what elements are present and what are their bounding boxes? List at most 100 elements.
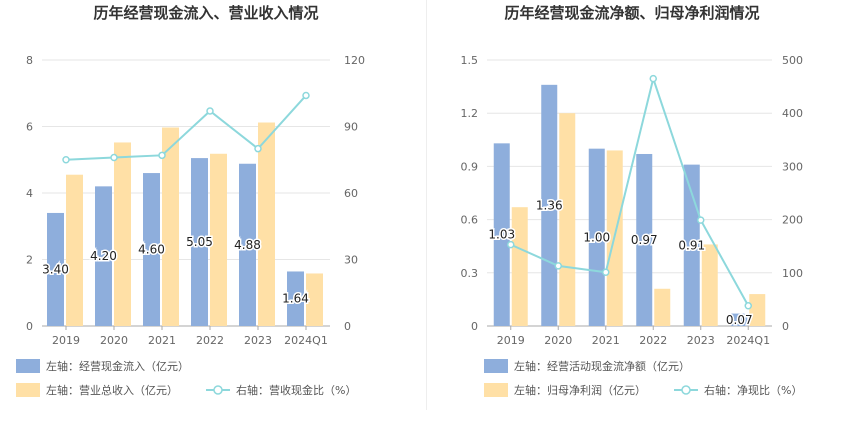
panel-divider xyxy=(426,0,427,410)
chart-title: 历年经营现金流净额、归母净利润情况 xyxy=(504,4,759,22)
chart-2: 历年经营现金流净额、归母净利润情况 0 0 0.3 100 0.6 200 0.9 300 1.2… xyxy=(461,4,803,397)
legend-label: 左轴：归母净利润（亿元） xyxy=(514,383,646,397)
x-tick-label: 2019 xyxy=(497,334,525,347)
line-point xyxy=(649,74,657,83)
y-left-tick-label: 6 xyxy=(26,121,33,134)
y-right-tick-label: 200 xyxy=(782,214,803,227)
legend-label: 左轴：营业总收入（亿元） xyxy=(46,383,178,397)
x-tick-label: 2024Q1 xyxy=(284,334,328,347)
y-right-tick-label: 120 xyxy=(344,54,365,67)
legend-swatch xyxy=(484,383,508,397)
bar-series-a xyxy=(493,143,510,326)
chart-1: 历年经营现金流入、营业收入情况 0 0 2 30 4 60 6 90 8 120 2019 2020 20… xyxy=(16,4,365,397)
y-right-tick-label: 90 xyxy=(344,121,358,134)
bar-data-label: 0.91 xyxy=(678,238,705,252)
bar-series-a xyxy=(143,173,160,326)
bar-data-label: 4.88 xyxy=(234,238,261,252)
y-left-tick-label: 0 xyxy=(26,320,33,333)
x-tick-label: 2019 xyxy=(52,334,80,347)
y-left-tick-label: 0 xyxy=(471,320,478,333)
bar-data-label: 0.97 xyxy=(631,233,658,247)
legend-label: 左轴：经营活动现金流净额（亿元） xyxy=(514,359,690,373)
y-left-tick-label: 8 xyxy=(26,54,33,67)
bar-data-label: 4.20 xyxy=(90,249,117,263)
y-right-tick-label: 300 xyxy=(782,160,803,173)
y-left-tick-label: 0.6 xyxy=(461,214,479,227)
bar-data-label: 4.60 xyxy=(138,243,165,257)
x-tick-label: 2024Q1 xyxy=(726,334,770,347)
bar-series-b xyxy=(701,244,718,326)
legend-label: 右轴：净现比（%） xyxy=(704,383,802,397)
bar-data-label: 1.00 xyxy=(583,230,610,244)
bar-series-b xyxy=(162,127,179,326)
y-left-tick-label: 0.3 xyxy=(461,267,479,280)
bar-series-b xyxy=(114,142,131,326)
line-point xyxy=(206,107,214,115)
bar-data-label: 1.03 xyxy=(488,228,515,242)
bar-series-a xyxy=(239,163,256,326)
y-right-tick-label: 0 xyxy=(782,320,789,333)
line-point xyxy=(554,262,562,270)
legend-swatch xyxy=(484,359,508,373)
legend-swatch xyxy=(16,359,40,373)
x-tick-label: 2022 xyxy=(639,334,667,347)
bar-series-a xyxy=(636,153,653,326)
legend-marker xyxy=(681,385,691,395)
line-point xyxy=(302,91,310,100)
y-right-tick-label: 30 xyxy=(344,254,358,267)
x-tick-label: 2020 xyxy=(100,334,128,347)
line-point xyxy=(697,216,705,224)
bar-series-a xyxy=(541,84,558,327)
bar-series-b xyxy=(511,207,528,326)
bar-series-b xyxy=(306,273,323,326)
x-tick-label: 2023 xyxy=(687,334,715,347)
y-right-tick-label: 400 xyxy=(782,107,803,120)
bar-data-label: 3.40 xyxy=(42,262,69,276)
bar-series-a xyxy=(588,148,605,326)
y-right-tick-label: 500 xyxy=(782,54,803,67)
line-point xyxy=(602,268,610,277)
line-point xyxy=(158,151,166,160)
x-tick-label: 2022 xyxy=(196,334,224,347)
legend-marker xyxy=(213,385,223,395)
y-left-tick-label: 1.5 xyxy=(461,54,479,67)
legend-label: 右轴：营收现金比（%） xyxy=(236,383,356,397)
x-tick-label: 2021 xyxy=(592,334,620,347)
line-point xyxy=(507,240,515,249)
bar-series-a xyxy=(287,271,304,326)
bar-series-b xyxy=(210,153,227,326)
legend-swatch xyxy=(16,383,40,397)
x-tick-label: 2020 xyxy=(544,334,572,347)
y-left-tick-label: 2 xyxy=(26,254,33,267)
bar-series-b xyxy=(258,122,275,326)
y-left-tick-label: 1.2 xyxy=(461,107,479,120)
bar-series-a xyxy=(731,313,748,326)
line-series xyxy=(510,75,750,307)
line-series xyxy=(65,94,307,161)
y-left-tick-label: 4 xyxy=(26,187,33,200)
x-tick-label: 2023 xyxy=(244,334,272,347)
line-point xyxy=(110,153,118,162)
legend-label: 左轴：经营现金流入（亿元） xyxy=(46,359,189,373)
bar-data-label: 1.36 xyxy=(536,198,563,212)
line-point xyxy=(744,302,752,310)
y-right-tick-label: 0 xyxy=(344,320,351,333)
line-point xyxy=(254,144,262,153)
x-tick-label: 2021 xyxy=(148,334,176,347)
bar-series-b xyxy=(654,288,671,326)
bar-series-a xyxy=(191,158,208,326)
bar-series-a xyxy=(95,186,112,326)
bar-series-a xyxy=(47,212,64,326)
chart-title: 历年经营现金流入、营业收入情况 xyxy=(93,4,318,22)
y-right-tick-label: 100 xyxy=(782,267,803,280)
bar-series-b xyxy=(66,174,83,326)
line-point xyxy=(62,156,70,164)
y-right-tick-label: 60 xyxy=(344,187,358,200)
bar-data-label: 1.64 xyxy=(282,292,309,306)
bar-data-label: 0.07 xyxy=(726,313,753,327)
bar-data-label: 5.05 xyxy=(186,235,213,249)
bar-series-b xyxy=(749,294,766,326)
y-left-tick-label: 0.9 xyxy=(461,160,479,173)
